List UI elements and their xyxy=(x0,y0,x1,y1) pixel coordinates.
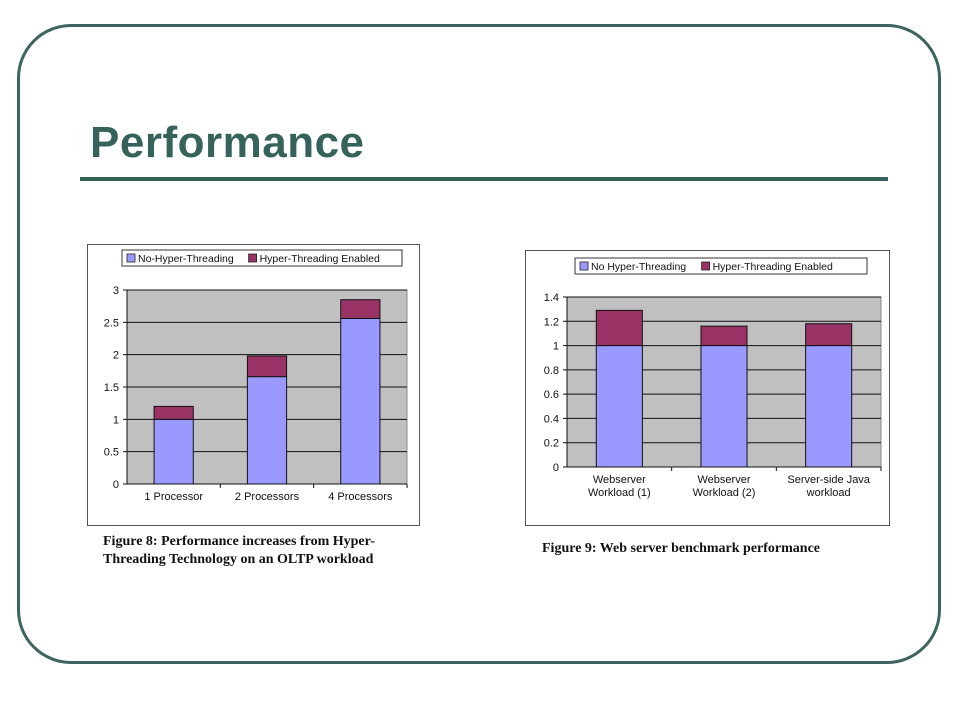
slide-frame xyxy=(17,24,941,664)
fig9-legend: No Hyper-Threading Hyper-Threading Enable… xyxy=(574,257,868,275)
fig9-legend-swatch-1 xyxy=(579,261,589,271)
fig9-legend-swatch-2 xyxy=(701,261,711,271)
fig8-bar-ht-3 xyxy=(340,299,381,319)
figure-8-caption: Figure 8: Performance increases from Hyp… xyxy=(103,534,376,567)
fig9-ytick-label: 1.2 xyxy=(544,316,559,328)
fig8-xtick-label: 4 Processors xyxy=(328,491,393,503)
fig8-legend-box xyxy=(121,249,403,267)
figure-9-caption: Figure 9: Web server benchmark performan… xyxy=(542,541,821,556)
fig8-ytick-label: 1.5 xyxy=(104,382,119,394)
fig8-bar-no-ht-2 xyxy=(246,376,288,485)
fig9-bar-ht-3 xyxy=(805,323,853,347)
fig9-ytick-label: 0.8 xyxy=(544,365,559,377)
fig8-bar-no-ht-1 xyxy=(153,418,194,485)
fig9-bar-ht-2 xyxy=(700,325,748,347)
fig8-bar-ht-1 xyxy=(153,405,194,420)
fig9-ytick-label: 1 xyxy=(553,341,559,353)
fig9-bar-ht-1 xyxy=(595,309,643,347)
fig8-ytick-label: 0.5 xyxy=(104,447,119,459)
fig9-legend-label-1: No Hyper-Threading xyxy=(591,261,686,273)
fig8-xtick-label: 2 Processors xyxy=(235,491,300,503)
fig9-legend-label-2: Hyper-Threading Enabled xyxy=(713,261,833,273)
fig9-ytick-label: 1.4 xyxy=(544,292,559,304)
figure-9-chart: No Hyper-Threading Hyper-Threading Enable… xyxy=(525,250,890,526)
fig9-xtick-label: Workload (2) xyxy=(693,487,756,499)
fig8-legend-label-2: Hyper-Threading Enabled xyxy=(260,253,380,265)
fig8-ytick-label: 3 xyxy=(113,285,119,297)
fig9-xtick-label: Webserver xyxy=(593,474,646,486)
figure-8-chart: No-Hyper-Threading Hyper-Threading Enable… xyxy=(87,244,420,526)
fig9-bar-no-ht-2 xyxy=(700,345,748,468)
fig9-xtick-label: Workload (1) xyxy=(588,487,651,499)
fig8-bar-ht-2 xyxy=(246,355,288,378)
fig8-legend-swatch-2 xyxy=(248,253,258,263)
fig9-xtick-label: Server-side Java xyxy=(787,474,870,486)
slide-title: Performance xyxy=(90,118,365,167)
fig8-legend-swatch-1 xyxy=(126,253,136,263)
fig9-ytick-label: 0.2 xyxy=(544,438,559,450)
fig8-bar-no-ht-3 xyxy=(340,317,381,485)
fig9-xtick-label: Webserver xyxy=(698,474,751,486)
fig8-legend: No-Hyper-Threading Hyper-Threading Enable… xyxy=(121,249,403,267)
fig8-legend-label-1: No-Hyper-Threading xyxy=(138,253,234,265)
fig8-xtick-label: 1 Processor xyxy=(144,491,203,503)
fig9-legend-box xyxy=(574,257,868,275)
fig9-ytick-label: 0.4 xyxy=(544,413,559,425)
fig8-ytick-label: 2 xyxy=(113,350,119,362)
title-underline xyxy=(80,177,888,181)
fig9-xtick-label: workload xyxy=(806,487,851,499)
fig9-ytick-label: 0 xyxy=(553,462,559,474)
fig9-bar-no-ht-3 xyxy=(805,345,853,468)
fig8-ytick-label: 2.5 xyxy=(104,317,119,329)
fig8-ytick-label: 0 xyxy=(113,479,119,491)
fig9-bar-no-ht-1 xyxy=(595,345,643,468)
fig9-ytick-label: 0.6 xyxy=(544,389,559,401)
fig8-ytick-label: 1 xyxy=(113,414,119,426)
